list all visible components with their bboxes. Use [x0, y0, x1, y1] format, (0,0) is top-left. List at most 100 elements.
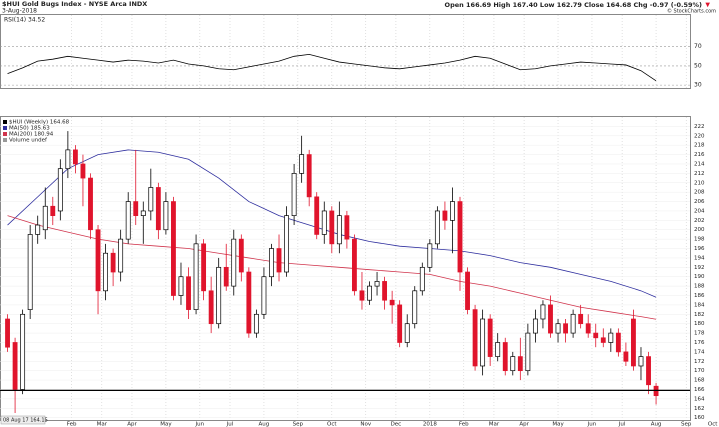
- candle-body: [472, 309, 478, 367]
- candle-body: [110, 252, 116, 273]
- legend-label: Volume undef: [9, 138, 48, 144]
- y-tick-label: 194: [694, 255, 705, 261]
- x-tick-label: Apr: [519, 422, 529, 427]
- candle-body: [12, 342, 18, 390]
- y-tick-label: 70: [694, 43, 702, 50]
- candle-body: [171, 201, 176, 296]
- y-tick-label: 160: [694, 415, 705, 421]
- candle-body: [570, 313, 576, 334]
- candle-body: [525, 332, 531, 372]
- x-tick-label: May: [552, 422, 564, 427]
- candle-body: [502, 342, 508, 372]
- candle-body: [517, 356, 523, 372]
- y-tick-label: 182: [694, 312, 705, 318]
- symbol-title: $HUI Gold Bugs Index - NYSE Arca INDX: [2, 0, 147, 8]
- candle-body: [646, 356, 651, 386]
- candle-body: [427, 243, 433, 268]
- x-tick-label: Mar: [489, 422, 500, 427]
- y-tick-label: 200: [694, 227, 705, 233]
- legend-label: $HUI (Weekly) 164.68: [9, 120, 70, 126]
- candle-body: [593, 332, 599, 339]
- rsi-label: RSI(14) 34.52: [4, 17, 45, 24]
- candle-body: [329, 210, 335, 245]
- candle-body: [419, 266, 425, 292]
- candle-body: [208, 290, 214, 325]
- candle-body: [480, 318, 486, 367]
- y-tick-label: 220: [694, 133, 705, 139]
- x-tick-label: Sep: [681, 422, 692, 427]
- y-tick-label: 50: [694, 62, 702, 69]
- x-tick-label: Aug: [259, 422, 270, 427]
- note-box: [0, 415, 46, 425]
- candle-body: [321, 210, 327, 235]
- candle-body: [284, 215, 289, 273]
- legend-swatch: [3, 120, 7, 124]
- candle-body: [367, 285, 372, 301]
- rsi-line: [7, 53, 657, 82]
- y-tick-label: 204: [694, 208, 705, 214]
- candle-body: [434, 210, 440, 245]
- y-tick-label: 168: [694, 378, 705, 384]
- candle-body: [253, 313, 259, 334]
- y-tick-label: 196: [694, 246, 705, 252]
- y-tick-label: 192: [694, 265, 705, 271]
- y-tick-label: 210: [694, 180, 705, 186]
- candle-body: [344, 215, 350, 240]
- candle-body: [555, 323, 561, 334]
- candle-body: [80, 163, 86, 179]
- y-tick-label: 176: [694, 340, 705, 346]
- y-tick-label: 170: [694, 368, 705, 374]
- candle-body: [352, 238, 357, 292]
- y-tick-label: 174: [694, 349, 705, 355]
- x-tick-label: Oct: [327, 422, 337, 427]
- x-tick-label: Dec: [391, 422, 402, 427]
- y-tick-label: 178: [694, 331, 705, 337]
- candle-body: [118, 238, 124, 273]
- candle-body: [231, 238, 237, 287]
- candle-body: [148, 187, 154, 212]
- candle-body: [193, 243, 199, 310]
- candle-body: [299, 154, 305, 174]
- candle-body: [27, 234, 33, 310]
- legend-swatch: [3, 138, 7, 142]
- candle-body: [600, 337, 606, 343]
- candle-body: [465, 271, 470, 310]
- reference-note: 08 Aug 17 164.15: [3, 418, 48, 424]
- candle-body: [201, 243, 207, 292]
- candle-body: [35, 224, 41, 235]
- x-tick-label: Jun: [587, 422, 597, 427]
- candle-body: [487, 318, 493, 357]
- copyright: © StockCharts.com: [667, 8, 716, 15]
- legend-swatch: [3, 132, 7, 136]
- candle-body: [50, 205, 56, 217]
- candle-body: [623, 351, 629, 362]
- candle-body: [216, 266, 222, 325]
- y-tick-label: 216: [694, 152, 705, 158]
- y-tick-label: 186: [694, 293, 705, 299]
- x-tick-label: Feb: [459, 422, 469, 427]
- legend-label: MA(200) 180.94: [9, 132, 54, 138]
- x-tick-label: Jun: [195, 422, 205, 427]
- candle-body: [223, 266, 229, 287]
- x-tick-label: Jul: [226, 422, 234, 427]
- candle-body: [155, 187, 161, 231]
- y-tick-label: 214: [694, 161, 705, 167]
- candle-body: [540, 304, 546, 320]
- x-tick-label: Aug: [651, 422, 662, 427]
- x-tick-label: Oct: [708, 422, 718, 427]
- candle-body: [585, 323, 591, 334]
- y-tick-label: 166: [694, 387, 705, 393]
- x-tick-label: Apr: [127, 422, 137, 427]
- rsi-panel: [0, 14, 691, 89]
- y-tick-label: 206: [694, 199, 705, 205]
- candle-body: [291, 173, 297, 217]
- candle-body: [412, 290, 418, 325]
- y-tick-label: 212: [694, 171, 705, 177]
- candle-body: [20, 313, 26, 390]
- x-tick-label: May: [160, 422, 172, 427]
- date: 3-Aug-2018: [2, 8, 37, 15]
- candle-body: [336, 215, 342, 245]
- x-tick-label: Jul: [618, 422, 626, 427]
- x-tick-label: Sep: [293, 422, 304, 427]
